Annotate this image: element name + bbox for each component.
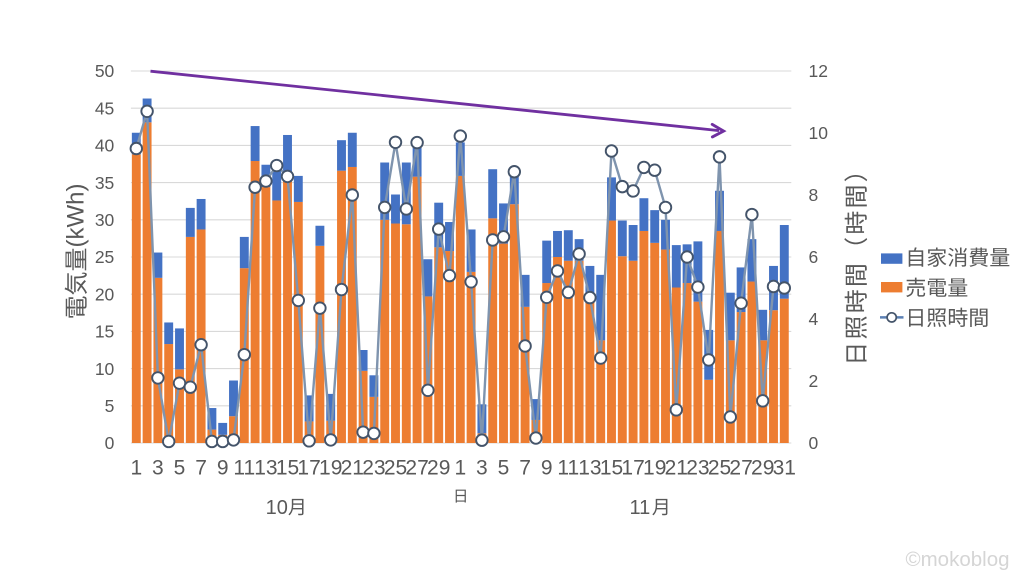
svg-text:50: 50 <box>95 61 115 81</box>
svg-text:5: 5 <box>174 456 186 479</box>
svg-text:29: 29 <box>427 456 450 479</box>
svg-text:31: 31 <box>773 456 796 479</box>
svg-text:29: 29 <box>751 456 774 479</box>
svg-text:25: 25 <box>95 247 114 267</box>
svg-text:7: 7 <box>519 456 531 479</box>
svg-text:6: 6 <box>809 247 819 267</box>
svg-text:5: 5 <box>105 396 115 416</box>
svg-text:13: 13 <box>578 456 601 479</box>
svg-text:8: 8 <box>809 185 819 205</box>
svg-text:10: 10 <box>95 359 115 379</box>
svg-text:27: 27 <box>729 456 752 479</box>
svg-text:30: 30 <box>95 210 115 230</box>
svg-text:13: 13 <box>254 456 277 479</box>
svg-text:(kWh): (kWh) <box>62 184 89 248</box>
svg-text:45: 45 <box>95 98 114 118</box>
svg-text:4: 4 <box>809 309 819 329</box>
svg-text:1: 1 <box>130 456 142 479</box>
svg-text:17: 17 <box>297 456 320 479</box>
svg-text:19: 19 <box>643 456 666 479</box>
svg-text:23: 23 <box>362 456 385 479</box>
svg-text:40: 40 <box>95 136 115 156</box>
svg-text:11: 11 <box>233 456 255 479</box>
svg-text:15: 15 <box>95 322 114 342</box>
svg-text:19: 19 <box>319 456 342 479</box>
svg-text:27: 27 <box>405 456 428 479</box>
svg-text:2: 2 <box>809 371 819 391</box>
svg-text:15: 15 <box>600 456 623 479</box>
svg-text:15: 15 <box>276 456 299 479</box>
svg-text:35: 35 <box>95 173 114 193</box>
svg-text:9: 9 <box>217 456 229 479</box>
svg-text:0: 0 <box>809 433 819 453</box>
svg-text:17: 17 <box>621 456 644 479</box>
svg-text:10: 10 <box>809 123 829 143</box>
svg-text:23: 23 <box>686 456 709 479</box>
svg-text:12: 12 <box>809 61 828 81</box>
svg-text:11: 11 <box>557 456 579 479</box>
svg-text:21: 21 <box>341 456 364 479</box>
svg-text:5: 5 <box>498 456 510 479</box>
svg-text:25: 25 <box>708 456 731 479</box>
svg-text:20: 20 <box>95 284 115 304</box>
svg-text:21: 21 <box>665 456 688 479</box>
svg-text:10: 10 <box>266 497 288 519</box>
svg-text:25: 25 <box>384 456 407 479</box>
svg-text:3: 3 <box>476 456 488 479</box>
svg-text:7: 7 <box>195 456 207 479</box>
svg-text:11: 11 <box>630 497 651 519</box>
svg-text:©mokoblog: ©mokoblog <box>906 548 1010 571</box>
svg-text:3: 3 <box>152 456 164 479</box>
svg-text:9: 9 <box>541 456 553 479</box>
svg-text:0: 0 <box>105 433 115 453</box>
svg-text:1: 1 <box>454 456 466 479</box>
